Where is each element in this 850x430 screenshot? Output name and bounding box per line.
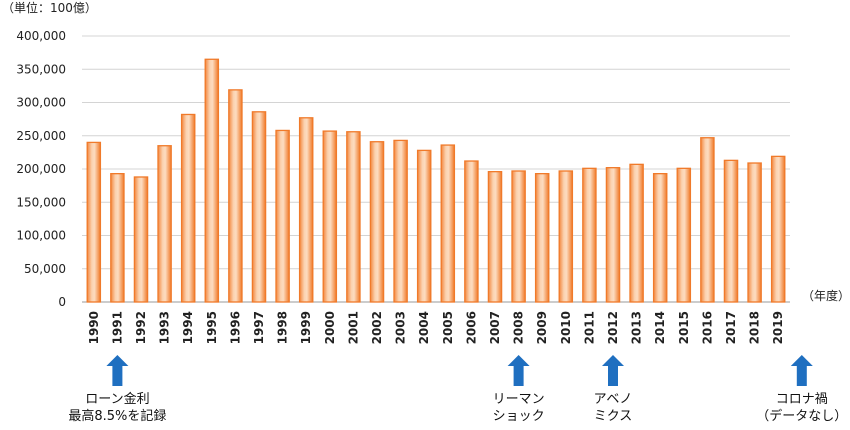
x-tick-label: 1995 [205, 311, 219, 344]
y-tick-label: 200,000 [16, 162, 66, 176]
bar-1996 [228, 89, 243, 303]
bar-2001 [346, 131, 361, 303]
bar-2014 [652, 173, 668, 303]
x-tick-label: 2011 [582, 311, 596, 344]
bar-2016 [700, 137, 715, 303]
y-tick-label: 50,000 [24, 262, 66, 276]
annotation-2020: コロナ禍（データなし） [756, 355, 847, 424]
x-tick-label: 1992 [134, 311, 148, 344]
bar-2007 [487, 171, 503, 303]
bar-2019 [770, 155, 786, 303]
up-arrow-icon [507, 355, 530, 386]
x-tick-label: 2012 [606, 311, 620, 344]
bar-2000 [322, 130, 338, 303]
bar-2015 [676, 167, 692, 303]
x-tick-label: 2013 [630, 311, 644, 344]
bar-2005 [440, 144, 456, 303]
annotation-text: （データなし） [756, 408, 847, 424]
bar-1998 [275, 129, 290, 303]
x-tick-label: 1996 [228, 311, 242, 344]
x-axis-label: （年度） [802, 288, 850, 303]
x-tick-label: 2004 [417, 311, 431, 344]
x-tick-label: 1999 [299, 311, 313, 344]
x-tick-label: 2016 [700, 311, 714, 344]
bar-2008 [511, 170, 526, 303]
x-tick-label: 1990 [87, 311, 101, 344]
bar-1992 [133, 176, 149, 303]
annotation-text: 最高8.5%を記録 [68, 408, 166, 424]
x-tick-label: 2002 [370, 311, 384, 344]
bar-2002 [369, 141, 385, 303]
bar-1997 [251, 111, 267, 303]
x-tick-label: 2000 [323, 311, 337, 344]
y-tick-labels: 0 50,000 100,000 150,000 200,000 250,000 300,0… [16, 29, 66, 309]
annotation-text: コロナ禍 [776, 391, 828, 407]
bar-2018 [747, 162, 762, 303]
y-tick-label: 0 [58, 295, 66, 309]
bar-2011 [582, 167, 597, 303]
bar-2003 [393, 139, 408, 303]
bar-2006 [464, 160, 479, 303]
bar-1991 [110, 173, 125, 303]
x-tick-label: 2007 [488, 311, 502, 344]
bar-1990 [86, 141, 102, 303]
x-tick-labels: 1990 1991 1992 1993 1994 1995 1996 1997 1998 1999… [87, 311, 785, 344]
y-tick-label: 250,000 [16, 129, 66, 143]
x-tick-label: 2019 [771, 311, 785, 344]
up-arrow-icon [790, 355, 813, 386]
x-tick-label: 1994 [181, 311, 195, 344]
annotation-text: リーマン [493, 392, 545, 407]
annotation-text: ローン金利 [85, 391, 149, 407]
y-tick-label: 100,000 [16, 229, 66, 243]
bar-2012 [605, 167, 621, 303]
annotation-text: ミクス [594, 409, 633, 424]
up-arrow-icon [106, 355, 129, 386]
x-tick-label: 2009 [535, 311, 549, 344]
unit-label: （単位：100億） [2, 0, 97, 15]
x-tick-label: 2003 [394, 311, 408, 344]
bar-1999 [298, 117, 314, 303]
x-tick-label: 1993 [158, 311, 172, 344]
x-tick-label: 2014 [653, 311, 667, 344]
y-tick-label: 150,000 [16, 195, 66, 209]
x-tick-label: 2010 [559, 311, 573, 344]
y-tick-label: 350,000 [16, 62, 66, 76]
x-tick-label: 1991 [110, 311, 124, 344]
bar-2009 [534, 173, 550, 303]
bars [86, 58, 786, 303]
y-tick-label: 300,000 [16, 96, 66, 110]
x-tick-label: 1998 [276, 311, 290, 344]
gridlines [82, 35, 790, 303]
x-tick-label: 2001 [346, 311, 360, 344]
x-tick-label: 2015 [677, 311, 691, 344]
x-tick-label: 2008 [512, 311, 526, 344]
bar-2017 [723, 159, 739, 303]
x-tick-label: 2018 [748, 311, 762, 344]
annotation-text: アベノ [594, 392, 633, 407]
y-tick-label: 400,000 [16, 29, 66, 43]
bar-2010 [558, 170, 574, 303]
bar-1994 [180, 113, 196, 303]
x-tick-label: 1997 [252, 311, 266, 344]
bar-1995 [204, 58, 220, 303]
x-tick-label: 2005 [441, 311, 455, 344]
bar-2004 [416, 149, 432, 303]
bar-2013 [629, 163, 644, 303]
x-tick-label: 2006 [464, 311, 478, 344]
up-arrow-icon [602, 355, 624, 386]
x-tick-label: 2017 [724, 311, 738, 344]
bar-1993 [157, 145, 172, 303]
annotation-text: ショック [493, 409, 545, 424]
